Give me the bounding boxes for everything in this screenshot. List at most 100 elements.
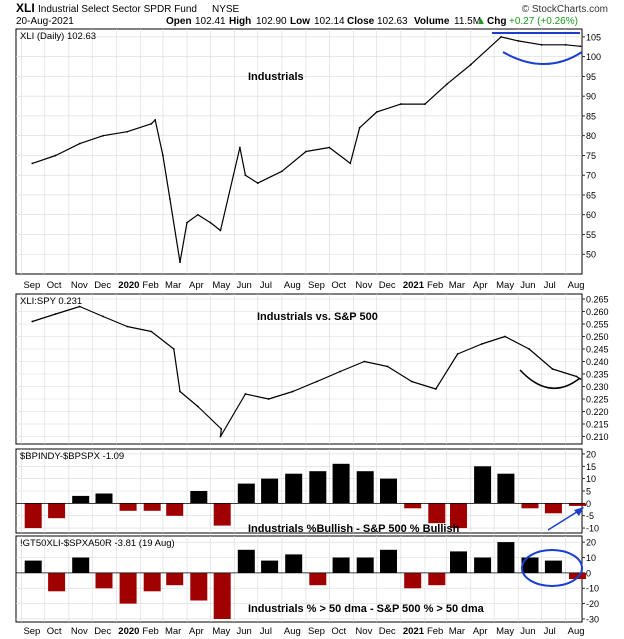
x-tick-label: Feb	[142, 626, 158, 637]
x-tick-label: Jul	[544, 626, 556, 637]
up-arrow-icon: ▲	[476, 16, 486, 27]
panel-legend: $BPINDY-$BPSPX -1.09	[20, 451, 124, 462]
data-point	[349, 162, 352, 165]
panel-3: -10 -5 0 5 10 15 20 $BPINDY-$BPSPX -1.09 Industr…	[15, 448, 599, 535]
x-axis-upper: Sep Oct Nov Dec 2020 Feb Mar Apr May Jun Jul Aug Sep…	[23, 280, 584, 291]
x-tick-label: Mar	[449, 280, 465, 291]
data-point	[424, 103, 426, 105]
data-point	[78, 305, 81, 308]
data-point	[410, 380, 413, 383]
y-tick-label: -10	[586, 584, 599, 594]
data-point	[102, 315, 104, 318]
bar	[166, 572, 184, 586]
data-point	[244, 393, 247, 395]
y-tick-label: 0.225	[586, 395, 609, 405]
data-point	[197, 213, 199, 216]
bar	[309, 471, 327, 504]
bar	[48, 503, 66, 519]
data-point	[220, 428, 223, 430]
x-tick-label: Apr	[189, 280, 204, 291]
x-tick-label: Mar	[165, 280, 181, 291]
panel-frame	[15, 293, 583, 445]
bar	[119, 503, 137, 511]
y-tick-label: 90	[586, 92, 596, 102]
data-point	[150, 122, 153, 125]
data-point	[186, 221, 188, 224]
bar	[356, 557, 374, 573]
panel-frame	[15, 28, 583, 275]
x-tick-label: Feb	[427, 626, 443, 637]
x-tick-label: May	[212, 280, 230, 291]
y-tick-label: 0.240	[586, 357, 609, 367]
series-line	[32, 36, 581, 263]
data-point	[305, 150, 307, 153]
y-tick-label: 10	[586, 474, 596, 484]
data-point	[500, 36, 503, 38]
data-point	[244, 174, 247, 177]
x-tick-label: Mar	[165, 626, 181, 637]
panel-4: -30 -20 -10 0 10 20 !GT50XLI-$SPXA50R -3.81 (1…	[15, 535, 599, 624]
bar	[261, 560, 279, 573]
y-tick-label: 55	[586, 230, 596, 240]
data-point	[480, 343, 483, 345]
x-tick-label: 2021	[403, 280, 425, 291]
x-tick-label: Aug	[568, 626, 585, 637]
panel-1: 50 55 60 65 70 75 80 85 90 95 100 105 XLI (Daily) 10…	[15, 28, 601, 275]
bar	[261, 478, 279, 504]
volume-label: Volume	[414, 16, 450, 27]
x-tick-label: 2020	[118, 280, 139, 291]
bar	[569, 572, 586, 579]
data-point	[78, 142, 81, 145]
data-point	[564, 43, 567, 46]
x-axis-lower: Sep Oct Nov Dec 2020 Feb Mar Apr May Jun Jul Aug Sep…	[23, 626, 584, 637]
y-tick-label: 50	[586, 250, 596, 260]
data-point	[445, 83, 448, 86]
highlight-ellipse	[521, 549, 583, 587]
data-point	[375, 111, 378, 113]
y-tick-label: 0.230	[586, 382, 609, 392]
low-label: Low	[290, 16, 310, 27]
x-tick-label: May	[496, 626, 514, 637]
bar	[213, 503, 231, 526]
high-value: 102.90	[256, 16, 287, 27]
volume-value: 11.5M	[454, 16, 481, 27]
bar	[450, 503, 467, 529]
x-tick-label: Mar	[449, 626, 465, 637]
data-point	[579, 45, 582, 48]
y-tick-label: 0.245	[586, 345, 609, 355]
bar	[72, 557, 90, 573]
bar	[380, 478, 397, 504]
x-tick-label: Nov	[355, 280, 372, 291]
x-tick-label: Oct	[47, 626, 62, 637]
y-tick-label: 0.235	[586, 370, 609, 380]
x-tick-label: Jul	[544, 280, 556, 291]
x-tick-label: Feb	[142, 280, 158, 291]
y-tick-label: 0	[586, 499, 591, 509]
bar	[119, 572, 137, 604]
y-tick-label: 85	[586, 111, 596, 121]
data-point	[54, 313, 57, 315]
panel-annotation: Industrials	[248, 71, 304, 83]
data-point	[54, 154, 57, 157]
x-tick-label: Sep	[308, 280, 325, 291]
data-point	[363, 360, 366, 363]
symbol: XLI	[16, 1, 35, 15]
x-tick-label: Aug	[568, 280, 585, 291]
data-point	[399, 103, 402, 105]
trend-arrow-line	[547, 509, 581, 531]
y-tick-label: 20	[586, 449, 596, 459]
x-tick-label: Nov	[71, 626, 88, 637]
bar	[48, 572, 66, 592]
y-tick-label: 65	[586, 190, 596, 200]
bar	[285, 554, 303, 573]
bar	[404, 503, 422, 509]
x-tick-label: 2021	[403, 626, 425, 637]
open-label: Open	[166, 16, 192, 27]
bar	[72, 495, 90, 504]
data-point	[256, 182, 259, 185]
panel-legend: XLI:SPY 0.231	[20, 296, 82, 307]
chg-label: Chg	[487, 16, 506, 27]
y-tick-label: 5	[586, 487, 591, 497]
data-point	[291, 390, 294, 393]
y-tick-label: 95	[586, 72, 596, 82]
